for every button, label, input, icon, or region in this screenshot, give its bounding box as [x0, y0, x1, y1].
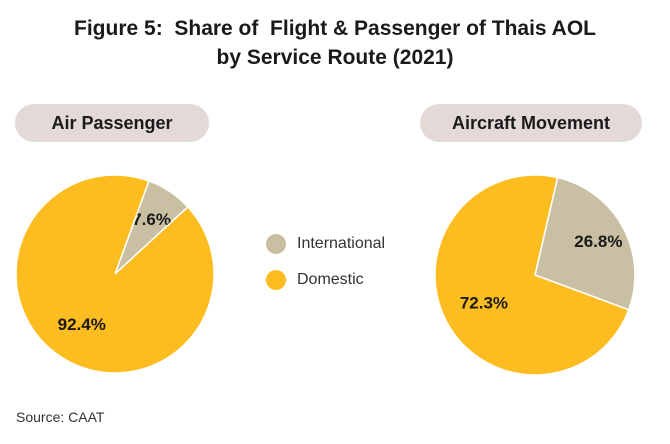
pie-slice-domestic — [15, 174, 215, 374]
legend-item-domestic: Domestic — [266, 262, 385, 298]
air-passenger-pie: 7.6% 92.4% — [15, 174, 215, 374]
legend-item-international: International — [266, 226, 385, 262]
source-note: Source: CAAT — [16, 409, 105, 425]
legend-label-international: International — [297, 235, 386, 252]
chart-title: Figure 5: Share of Flight & Passenger of… — [0, 14, 670, 72]
title-line-2: by Service Route (2021) — [216, 46, 454, 69]
slice-label-domestic: 72.3% — [460, 294, 508, 313]
slice-label-domestic: 92.4% — [58, 315, 106, 334]
slice-label-international: 26.8% — [574, 232, 622, 251]
legend-label-domestic: Domestic — [297, 271, 364, 288]
title-line-1: Figure 5: Share of Flight & Passenger of… — [74, 17, 596, 40]
pie-slice-domestic — [434, 174, 630, 376]
legend-swatch-domestic — [266, 270, 286, 290]
aircraft-movement-pie: 26.8% 72.3% — [434, 174, 636, 376]
pie-slice-international — [534, 176, 636, 311]
legend: International Domestic — [266, 226, 385, 298]
aircraft-movement-label: Aircraft Movement — [420, 104, 642, 142]
legend-swatch-international — [266, 234, 286, 254]
slice-label-international: 7.6% — [132, 210, 171, 229]
air-passenger-label: Air Passenger — [15, 104, 209, 142]
